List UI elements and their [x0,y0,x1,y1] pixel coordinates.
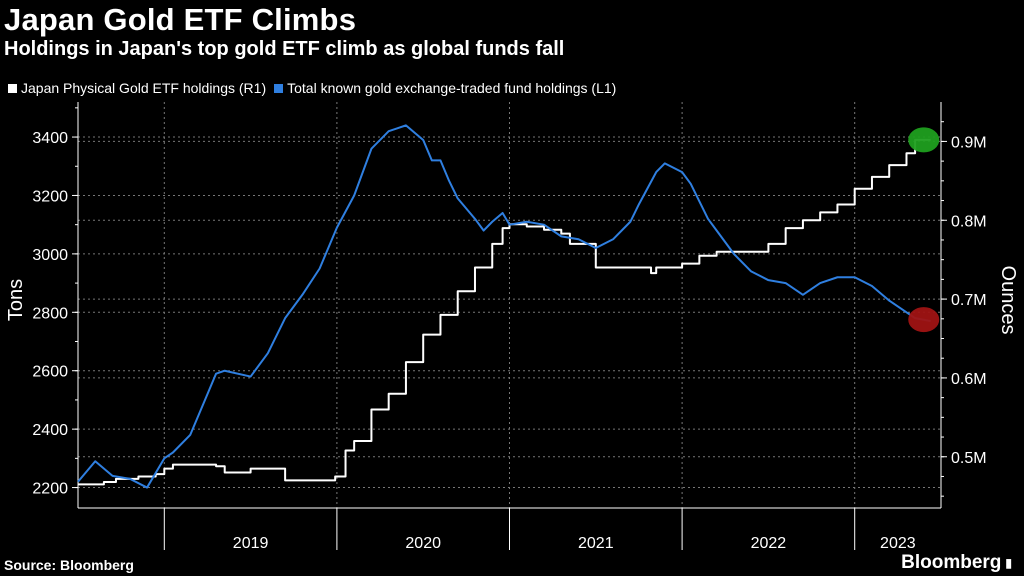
left-tick-label-2400: 2400 [32,422,68,439]
legend-swatch-total [274,83,284,93]
left-tick-label-3000: 3000 [32,247,68,264]
brand-name: Bloomberg [901,552,1002,573]
right-tick-label-0: 0.5M [951,450,987,467]
source-note: Source: Bloomberg [4,557,134,573]
legend-label-total: Total known gold exchange-traded fund ho… [287,80,617,96]
series-line-0 [78,138,931,486]
highlight-marker-1 [908,307,940,333]
x-tick-label-2020: 2020 [405,535,441,552]
right-tick-label-1: 0.6M [951,371,987,388]
left-tick-label-2600: 2600 [32,364,68,381]
chart-title: Japan Gold ETF Climbs [4,2,357,37]
legend-label-japan: Japan Physical Gold ETF holdings (R1) [21,80,267,96]
brand-bars-icon: ▮ [1005,556,1012,570]
x-tick-label-2019: 2019 [233,535,269,552]
highlight-layer [908,127,940,333]
right-axis-label: Ounces [997,266,1019,335]
axes: 2200 2400 2600 2800 3000 3200 3400 0.5M 0.6M 0.7M… [32,102,987,552]
left-tick-label-2800: 2800 [32,305,68,322]
chart-subtitle: Holdings in Japan's top gold ETF climb a… [4,38,565,60]
left-tick-label-2200: 2200 [32,481,68,498]
legend: Japan Physical Gold ETF holdings (R1) To… [8,80,624,96]
grid [78,102,941,508]
legend-item-japan: Japan Physical Gold ETF holdings (R1) [8,80,266,96]
left-tick-label-3400: 3400 [32,130,68,147]
x-tick-label-2022: 2022 [751,535,787,552]
left-axis-label: Tons [5,279,27,321]
left-tick-label-3200: 3200 [32,188,68,205]
series-line-1 [77,124,931,489]
x-tick-label-2023: 2023 [880,535,916,552]
x-tick-label-2021: 2021 [578,535,614,552]
right-tick-label-3: 0.8M [951,213,987,230]
brand-logo: Bloomberg ▮ [901,552,1012,574]
right-tick-label-2: 0.7M [951,292,987,309]
series-layer [77,124,931,489]
legend-item-total: Total known gold exchange-traded fund ho… [274,80,616,96]
legend-swatch-japan [8,83,17,93]
right-tick-label-4: 0.9M [951,134,987,151]
highlight-marker-0 [908,127,940,153]
